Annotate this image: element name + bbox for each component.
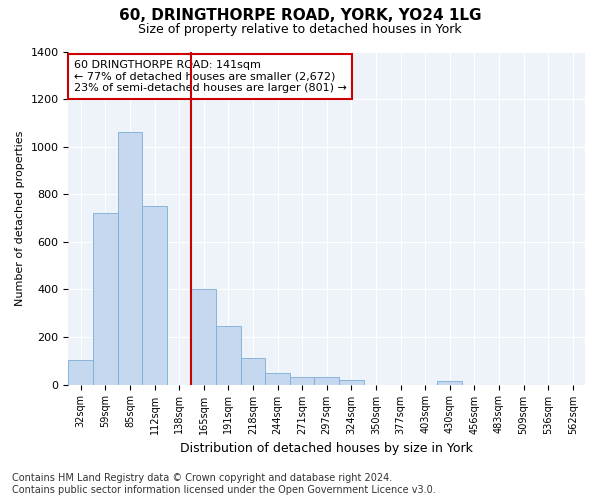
Bar (142, 206, 167, 384)
Text: 60, DRINGTHORPE ROAD, YORK, YO24 1LG: 60, DRINGTHORPE ROAD, YORK, YO24 1LG (119, 8, 481, 22)
Y-axis label: Number of detached properties: Number of detached properties (15, 130, 25, 306)
Bar (191, 290, 216, 384)
Text: Size of property relative to detached houses in York: Size of property relative to detached ho… (138, 22, 462, 36)
Bar (216, 326, 241, 384)
Text: Contains HM Land Registry data © Crown copyright and database right 2024.
Contai: Contains HM Land Registry data © Crown c… (12, 474, 436, 495)
X-axis label: Distribution of detached houses by size in York: Distribution of detached houses by size … (180, 442, 473, 455)
Bar (265, 372, 290, 384)
Bar (241, 358, 265, 384)
Text: 60 DRINGTHORPE ROAD: 141sqm
← 77% of detached houses are smaller (2,672)
23% of : 60 DRINGTHORPE ROAD: 141sqm ← 77% of det… (74, 60, 346, 93)
Bar (93, 214, 118, 384)
Bar (118, 132, 142, 384)
Bar (314, 378, 339, 384)
Bar (68, 360, 93, 384)
Bar (437, 381, 462, 384)
Bar (339, 380, 364, 384)
Bar (290, 378, 314, 384)
